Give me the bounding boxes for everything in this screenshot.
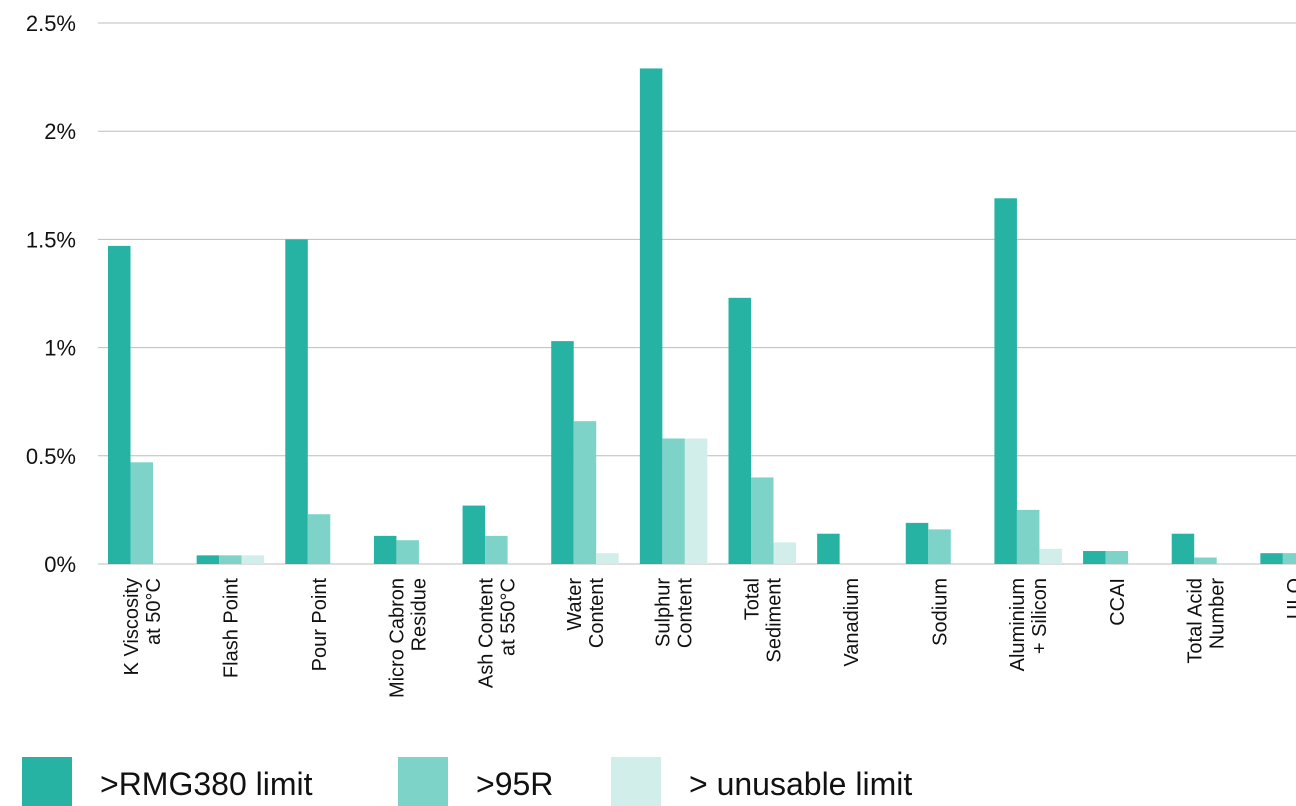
x-tick-label: K Viscosityat 50°C (121, 578, 165, 675)
bar (773, 542, 796, 564)
bar (639, 68, 663, 564)
bar (728, 297, 751, 564)
bar (662, 438, 685, 564)
x-tick-label: CCAI (1107, 578, 1129, 626)
bar (108, 245, 131, 564)
x-tick-label: Total AcidNumber (1184, 578, 1228, 664)
bar (396, 540, 419, 564)
bar (1282, 553, 1296, 564)
x-axis-ticks: K Viscosityat 50°C Flash Point Pour Point M… (121, 578, 1296, 698)
x-tick-label: TotalSediment (741, 578, 785, 663)
bar (462, 505, 486, 564)
bar (1039, 548, 1062, 564)
y-axis-ticks: 0% 0.5% 1% 1.5% 2% 2.5% (26, 11, 76, 577)
bar (130, 462, 153, 564)
bar (551, 341, 574, 564)
x-tick-label: Flash Point (220, 578, 242, 678)
x-tick-label: WaterContent (564, 578, 608, 648)
x-tick-label: Vanadium (841, 578, 863, 667)
x-tick-label: Aluminium+ Silicon (1007, 578, 1051, 671)
bar (196, 555, 220, 564)
bar (241, 555, 265, 564)
legend: >RMG380 limit >95R > unusable limit (22, 757, 912, 806)
x-tick-label: Ash Contentat 550°C (475, 578, 519, 689)
bar (285, 239, 308, 564)
bar (373, 535, 397, 564)
x-tick-label: Pour Point (309, 578, 331, 672)
y-tick-label: 0.5% (26, 444, 76, 469)
x-tick-label: Micro CabronResidue (387, 578, 431, 698)
y-tick-label: 2% (44, 119, 76, 144)
bar (573, 421, 597, 564)
y-tick-label: 1.5% (26, 227, 76, 252)
y-tick-label: 2.5% (26, 11, 76, 36)
bar (684, 438, 708, 564)
legend-label: >RMG380 limit (100, 766, 313, 802)
y-tick-label: 0% (44, 552, 76, 577)
legend-label: > unusable limit (689, 766, 912, 802)
bar (1194, 557, 1217, 564)
legend-label: >95R (476, 766, 553, 802)
bar (1171, 533, 1195, 564)
bars (108, 68, 1296, 564)
x-tick-label: Sodium (930, 578, 952, 646)
bar (751, 477, 774, 564)
bar (905, 522, 929, 564)
bar (817, 533, 840, 564)
x-tick-label: SulphurContent (653, 578, 697, 648)
bar (1016, 509, 1040, 564)
bar (1083, 551, 1106, 564)
bar (307, 514, 331, 564)
legend-swatch (22, 757, 72, 806)
legend-swatch (611, 757, 661, 806)
bar (596, 553, 619, 564)
bar (1105, 551, 1129, 564)
bar (485, 535, 508, 564)
bar (1260, 553, 1283, 564)
bar (219, 555, 242, 564)
bar (928, 529, 951, 564)
legend-swatch (398, 757, 448, 806)
y-tick-label: 1% (44, 336, 76, 361)
x-tick-label: ULO (1284, 578, 1296, 619)
bar (994, 198, 1017, 564)
